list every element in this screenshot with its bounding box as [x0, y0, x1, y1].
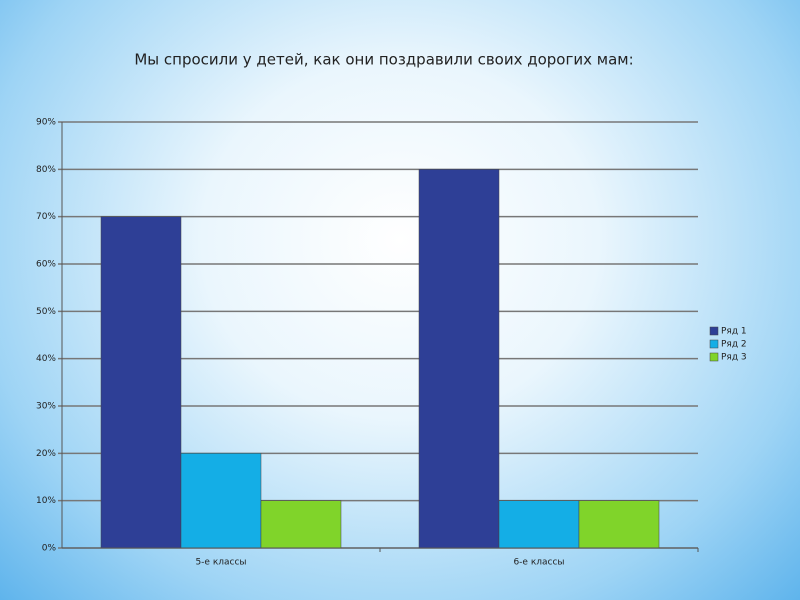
- y-tick-label: 40%: [36, 354, 56, 364]
- x-tick-label: 6-е классы: [513, 558, 564, 568]
- legend-label: Ряд 3: [721, 353, 747, 363]
- y-tick-label: 20%: [36, 449, 56, 459]
- legend-swatch: [709, 339, 719, 349]
- legend-label: Ряд 1: [721, 327, 747, 337]
- bar: [418, 169, 500, 549]
- y-tick-label: 0%: [42, 544, 57, 554]
- legend-label: Ряд 2: [721, 340, 747, 350]
- bar: [578, 500, 660, 549]
- bar: [100, 216, 182, 549]
- chart-title: Мы спросили у детей, как они поздравили …: [134, 51, 633, 69]
- x-tick-label: 5-е классы: [195, 558, 246, 568]
- y-tick-label: 80%: [36, 165, 56, 175]
- y-tick-label: 50%: [36, 307, 56, 317]
- y-tick-label: 30%: [36, 402, 56, 412]
- bar: [260, 500, 342, 549]
- legend-swatch: [709, 352, 719, 362]
- legend-swatch: [709, 326, 719, 336]
- y-tick-label: 10%: [36, 496, 56, 506]
- bar: [498, 500, 580, 549]
- y-tick-label: 70%: [36, 212, 56, 222]
- bar: [180, 453, 262, 549]
- y-tick-label: 90%: [36, 118, 56, 128]
- y-tick-label: 60%: [36, 260, 56, 270]
